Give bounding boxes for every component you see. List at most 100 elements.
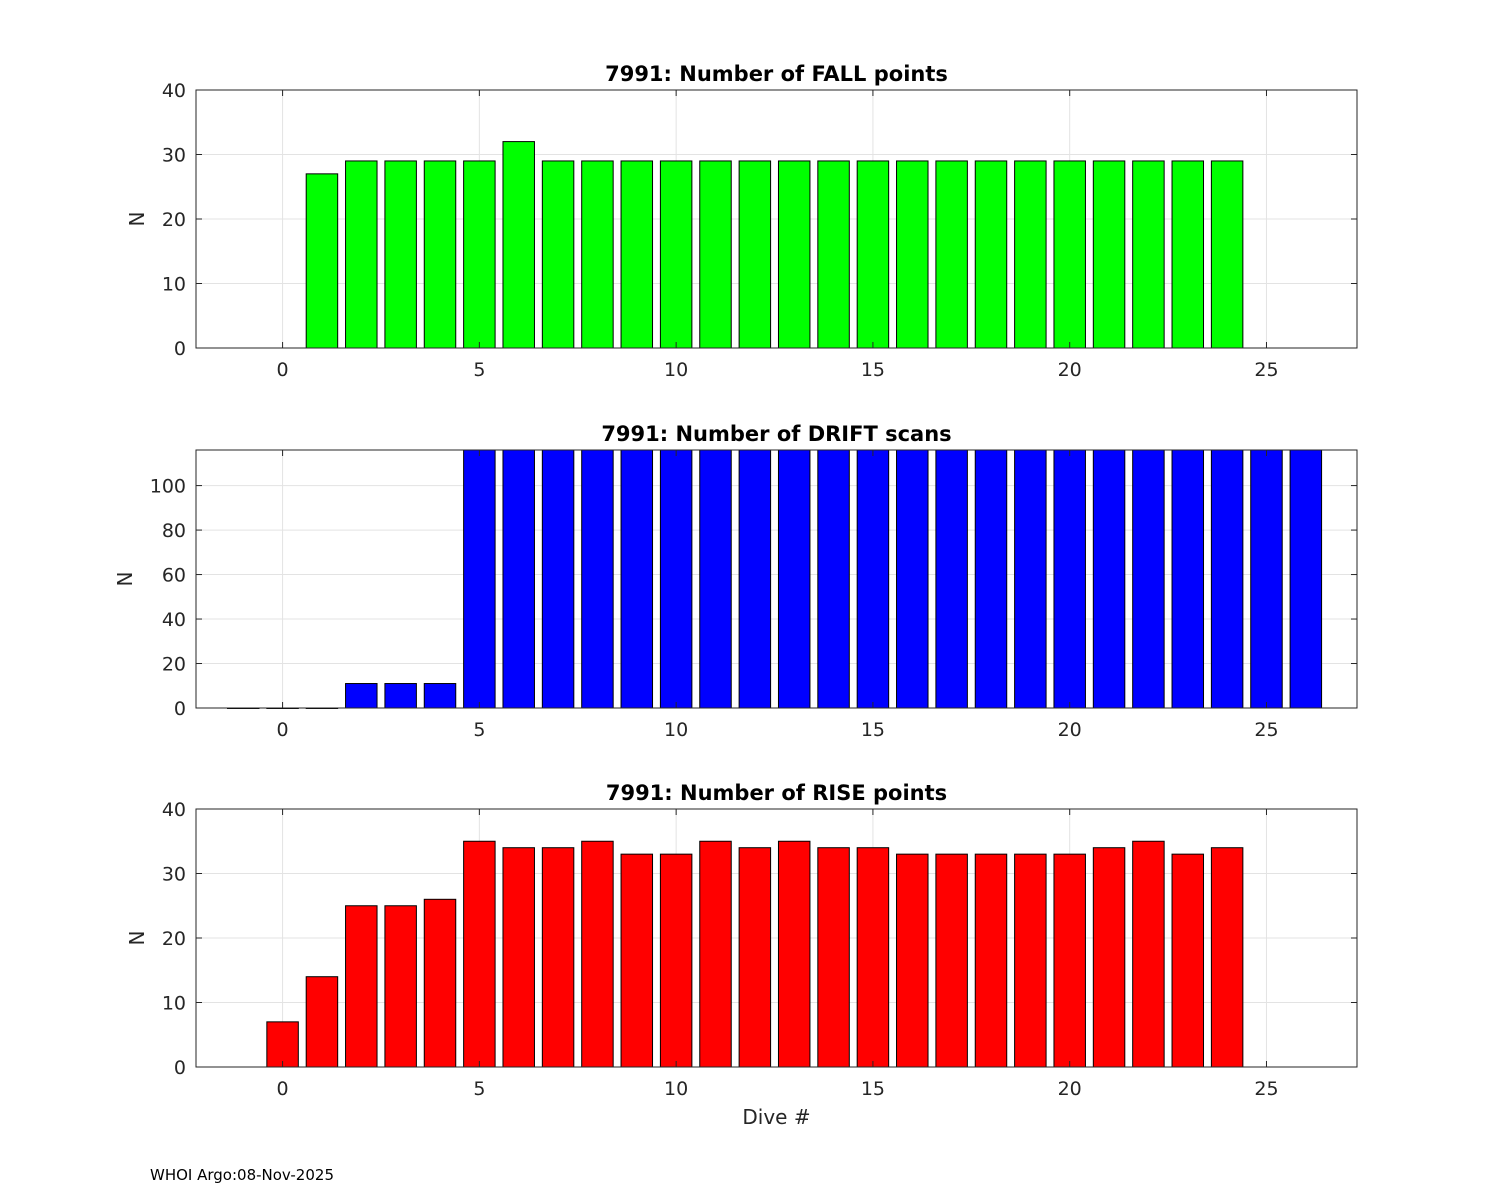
bar xyxy=(1092,847,1126,1068)
bar xyxy=(738,160,772,349)
bar xyxy=(620,160,654,349)
x-tick-label: 5 xyxy=(473,719,485,741)
bar xyxy=(384,905,417,1068)
bar xyxy=(738,847,772,1068)
bar xyxy=(423,898,457,1068)
bar xyxy=(620,853,654,1068)
bar xyxy=(1132,840,1165,1068)
x-tick-label: 5 xyxy=(473,1078,485,1100)
bar xyxy=(974,853,1008,1068)
bar xyxy=(738,449,772,709)
bar xyxy=(817,847,850,1068)
bar xyxy=(1289,449,1323,709)
bar xyxy=(502,141,535,349)
y-tick-label: 40 xyxy=(162,609,186,631)
x-tick-label: 15 xyxy=(861,719,885,741)
bar xyxy=(1014,449,1047,709)
axes-box xyxy=(195,449,1358,709)
chart-panel-1: 0 5 10 15 20 25 0 10 20 30 40 7991: Number of FALL … xyxy=(125,62,1358,381)
bar xyxy=(423,160,457,349)
bar xyxy=(1053,449,1086,709)
bar xyxy=(345,905,378,1068)
y-tick-label: 80 xyxy=(162,520,186,542)
y-tick-label: 10 xyxy=(162,274,186,296)
bar xyxy=(856,847,890,1068)
x-axis-label: Dive # xyxy=(742,1105,810,1129)
bar xyxy=(896,160,929,349)
y-tick-label: 0 xyxy=(174,1057,186,1079)
bar xyxy=(345,160,378,349)
bar xyxy=(935,449,968,709)
bar xyxy=(699,160,732,349)
bar xyxy=(581,840,614,1068)
bar xyxy=(266,1021,299,1068)
y-axis-label: N xyxy=(125,212,149,227)
bar xyxy=(896,449,929,709)
y-tick-label: 20 xyxy=(162,654,186,676)
bar xyxy=(1014,160,1047,349)
bar xyxy=(1092,160,1126,349)
bar xyxy=(777,449,811,709)
y-tick-label: 20 xyxy=(162,928,186,950)
bar xyxy=(1053,160,1086,349)
x-tick-label: 25 xyxy=(1254,1078,1278,1100)
x-tick-label: 15 xyxy=(861,1078,885,1100)
bar xyxy=(817,449,850,709)
bar xyxy=(463,840,496,1068)
x-tick-label: 15 xyxy=(861,359,885,381)
bar xyxy=(1171,160,1205,349)
bar xyxy=(777,840,811,1068)
x-tick-label: 0 xyxy=(277,1078,289,1100)
y-tick-label: 60 xyxy=(162,565,186,587)
bar xyxy=(541,160,575,349)
bar xyxy=(1132,449,1165,709)
bar xyxy=(581,160,614,349)
bar xyxy=(1250,449,1283,709)
x-tick-label: 20 xyxy=(1058,719,1082,741)
chart-panel-2: 0 5 10 15 20 25 0 20 40 60 80 100 7991: Number of DR… xyxy=(113,422,1358,741)
chart-title: 7991: Number of RISE points xyxy=(606,781,947,805)
bar xyxy=(305,173,339,349)
bar xyxy=(502,847,535,1068)
x-tick-label: 10 xyxy=(664,719,688,741)
bar xyxy=(817,160,850,349)
y-tick-label: 0 xyxy=(174,338,186,360)
chart-title: 7991: Number of FALL points xyxy=(605,62,948,86)
bar xyxy=(935,853,968,1068)
x-tick-label: 0 xyxy=(277,359,289,381)
x-tick-label: 20 xyxy=(1058,1078,1082,1100)
bar xyxy=(463,160,496,349)
bar xyxy=(620,449,654,709)
bar xyxy=(502,449,535,709)
chart-panel-3: 0 5 10 15 20 25 0 10 20 30 40 7991: Number of RISE … xyxy=(125,781,1358,1129)
bar xyxy=(541,449,575,709)
bar xyxy=(423,683,457,709)
footer-timestamp: WHOI Argo:08-Nov-2025 xyxy=(150,1166,334,1184)
y-tick-label: 10 xyxy=(162,993,186,1015)
x-tick-label: 20 xyxy=(1058,359,1082,381)
bar xyxy=(1053,853,1086,1068)
bar xyxy=(345,683,378,709)
bar xyxy=(699,840,732,1068)
bar xyxy=(1171,449,1205,709)
bar xyxy=(659,449,693,709)
bar xyxy=(1014,853,1047,1068)
chart-title: 7991: Number of DRIFT scans xyxy=(601,422,951,446)
bar xyxy=(699,449,732,709)
bar xyxy=(1132,160,1165,349)
bar xyxy=(896,853,929,1068)
y-tick-label: 30 xyxy=(162,145,186,167)
bar xyxy=(856,160,890,349)
bar xyxy=(581,449,614,709)
bar xyxy=(1171,853,1205,1068)
bar xyxy=(659,853,693,1068)
y-tick-label: 30 xyxy=(162,864,186,886)
bar xyxy=(384,160,417,349)
x-tick-label: 25 xyxy=(1254,719,1278,741)
y-tick-label: 0 xyxy=(174,698,186,720)
x-tick-label: 10 xyxy=(664,359,688,381)
x-tick-label: 5 xyxy=(473,359,485,381)
bar xyxy=(384,683,417,709)
bar xyxy=(1210,160,1244,349)
y-tick-label: 20 xyxy=(162,209,186,231)
